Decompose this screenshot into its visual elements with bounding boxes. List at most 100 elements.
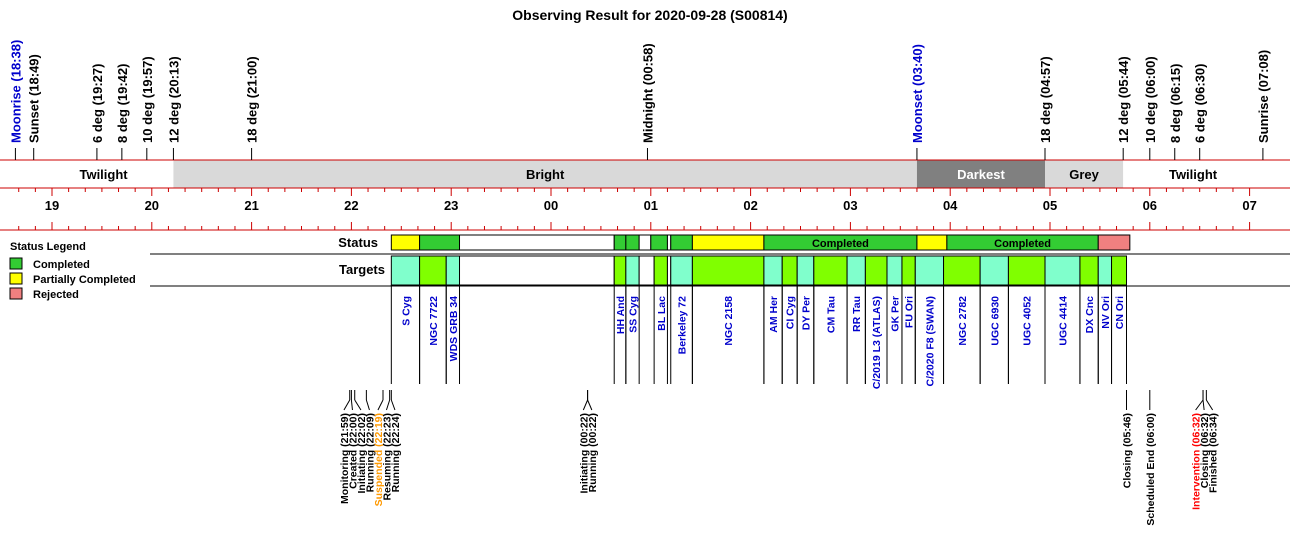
sky-period-label: Bright <box>526 167 565 182</box>
hour-tick-label: 19 <box>45 198 59 213</box>
legend-label: Rejected <box>33 289 79 301</box>
log-event-connector <box>1202 399 1205 411</box>
targets-row-label: Targets <box>339 262 385 277</box>
log-event-connector <box>385 399 391 411</box>
target-name: HH And <box>615 296 627 334</box>
status-segment <box>650 234 668 251</box>
target-name: GK Per <box>889 296 901 332</box>
target-block <box>813 255 848 286</box>
target-name: Berkeley 72 <box>677 296 689 355</box>
target-name: NGC 2782 <box>957 296 969 346</box>
sky-period-label: Twilight <box>1169 167 1218 182</box>
status-row-label: Status <box>338 235 378 250</box>
astronomical-events: Moonrise (18:38) Sunset (18:49) 6 deg (19:… <box>8 40 1271 160</box>
status-segment-label: Completed <box>994 238 1051 250</box>
target-name: NGC 2158 <box>723 296 735 346</box>
target-block <box>901 255 916 286</box>
legend-label: Completed <box>33 259 90 271</box>
status-segment <box>670 234 693 251</box>
event-label: 8 deg (19:42) <box>115 64 130 143</box>
target-block <box>864 255 888 286</box>
status-segment <box>390 234 421 251</box>
target-block <box>846 255 866 286</box>
log-event-label: Intervention (06:32) <box>1191 413 1203 510</box>
log-event-label: Suspended (22:19) <box>373 413 385 506</box>
target-block <box>796 255 815 286</box>
log-event-connector <box>390 399 396 411</box>
log-event-label: Initiating (22:02) <box>356 413 368 494</box>
log-event-label: Monitoring (21:59) <box>339 413 351 504</box>
target-block <box>390 255 421 286</box>
event-label: 6 deg (19:27) <box>90 64 105 143</box>
target-name: AM Her <box>768 296 780 333</box>
hour-tick-label: 20 <box>145 198 159 213</box>
log-events: Monitoring (21:59)Created (22:00)Initiat… <box>339 390 1220 526</box>
event-label: 12 deg (05:44) <box>1116 56 1131 143</box>
target-block <box>781 255 798 286</box>
target-block <box>763 255 783 286</box>
target-block <box>914 255 945 286</box>
log-event-connector <box>1195 399 1204 411</box>
sky-period-label: Twilight <box>79 167 128 182</box>
target-block <box>979 255 1009 286</box>
target-block <box>943 255 981 286</box>
log-event-connector <box>350 399 353 411</box>
target-name: CM Tau <box>825 296 837 333</box>
target-block <box>1111 255 1128 286</box>
log-event-connector <box>343 399 351 411</box>
status-segment <box>1097 234 1131 251</box>
target-block <box>625 255 640 286</box>
target-name: UGC 4052 <box>1022 296 1034 346</box>
log-event-label: Running (22:24) <box>390 413 402 492</box>
target-name: FU Ori <box>904 296 916 328</box>
log-event-connector <box>354 399 362 411</box>
hour-tick-label: 01 <box>644 198 658 213</box>
log-event-label: Finished (06:34) <box>1208 413 1220 493</box>
log-event-connector <box>1205 399 1214 411</box>
event-label: Moonset (03:40) <box>910 44 925 143</box>
hour-tick-label: 07 <box>1242 198 1256 213</box>
legend-title: Status Legend <box>10 241 86 253</box>
target-name: DY Per <box>800 296 812 330</box>
hour-tick-label: 05 <box>1043 198 1057 213</box>
status-segment-label: Completed <box>812 238 869 250</box>
sky-period-label: Grey <box>1069 167 1099 182</box>
log-event-connector <box>365 399 370 411</box>
log-event-label: Resuming (22:23) <box>381 413 393 501</box>
event-label: 8 deg (06:15) <box>1168 64 1183 143</box>
target-block <box>1044 255 1081 286</box>
target-block <box>1097 255 1113 286</box>
hour-tick-label: 23 <box>444 198 458 213</box>
log-event-label: Closing (06:32) <box>1199 413 1211 488</box>
target-block <box>613 255 627 286</box>
event-label: Sunset (18:49) <box>27 54 42 143</box>
status-segment <box>459 234 615 251</box>
legend-label: Partially Completed <box>33 274 136 286</box>
hour-tick-label: 21 <box>244 198 258 213</box>
log-event-label: Closing (05:46) <box>1122 413 1134 488</box>
target-name: WDS GRB 34 <box>448 296 460 362</box>
target-name: CI Cyg <box>785 296 797 329</box>
log-event-label: Created (22:00) <box>347 413 359 489</box>
log-event-label: Scheduled End (06:00) <box>1145 413 1157 526</box>
event-label: 18 deg (21:00) <box>245 56 260 143</box>
target-block <box>691 255 765 286</box>
log-event-label: Running (00:22) <box>587 413 599 492</box>
status-segment <box>638 234 652 251</box>
target-block <box>653 255 668 286</box>
target-block <box>886 255 903 286</box>
sky-period-segment <box>1045 160 1124 188</box>
status-segment <box>613 234 627 251</box>
target-name: S Cyg <box>400 296 412 326</box>
status-legend: Status Legend Completed Partially Complete… <box>9 241 136 301</box>
status-segment <box>916 234 948 251</box>
target-name: NV Ori <box>1100 296 1112 329</box>
log-event-label: Running (22:09) <box>364 413 376 492</box>
log-event-connector <box>377 399 384 411</box>
target-block <box>1079 255 1099 286</box>
log-event-connector <box>587 399 593 411</box>
target-name: DX Cnc <box>1084 296 1096 334</box>
target-name: NGC 7722 <box>428 296 440 346</box>
status-segment <box>625 234 640 251</box>
